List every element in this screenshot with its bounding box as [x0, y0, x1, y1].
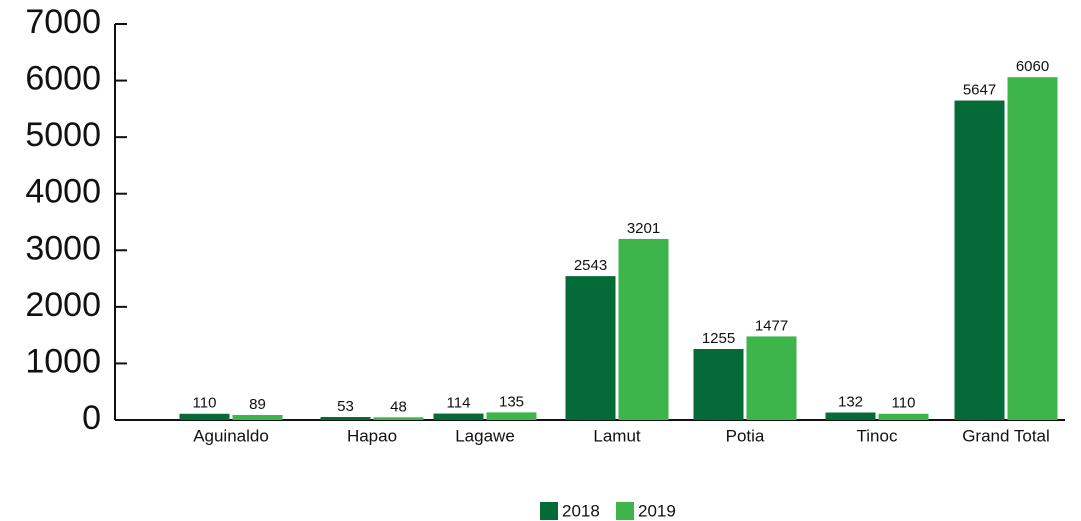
y-tick-label: 4000	[25, 173, 101, 211]
value-label: 6060	[1016, 58, 1049, 75]
bar	[433, 413, 484, 420]
bar	[618, 238, 669, 420]
value-label: 114	[447, 395, 471, 412]
y-tick-label: 0	[82, 399, 101, 437]
y-tick-label: 7000	[25, 3, 101, 41]
bar	[179, 413, 230, 420]
legend-swatch	[540, 502, 558, 520]
bar	[825, 412, 876, 420]
y-tick-label: 3000	[25, 229, 101, 267]
value-label: 48	[390, 398, 407, 415]
value-label: 110	[892, 395, 916, 412]
value-label: 1255	[702, 330, 735, 347]
value-label: 89	[249, 396, 266, 413]
y-tick-label: 1000	[25, 342, 101, 380]
x-tick-label: Grand Total	[962, 426, 1050, 445]
x-tick-label: Potia	[726, 426, 765, 445]
x-tick-label: Lagawe	[455, 426, 515, 445]
value-label: 5647	[963, 82, 996, 99]
value-label: 110	[193, 395, 217, 412]
x-tick-label: Tinoc	[857, 426, 898, 445]
value-label: 2543	[574, 257, 607, 274]
bar	[954, 100, 1005, 421]
bar	[878, 413, 929, 420]
bar	[232, 414, 283, 420]
legend-label: 2018	[562, 501, 600, 520]
x-tick-label: Hapao	[347, 426, 397, 445]
bar	[565, 276, 616, 420]
value-label: 53	[337, 398, 354, 415]
legend-swatch	[616, 502, 634, 520]
bar	[486, 412, 537, 420]
bar	[1007, 77, 1058, 421]
value-label: 1477	[755, 317, 788, 334]
value-label: 132	[838, 394, 863, 411]
y-tick-label: 5000	[25, 116, 101, 154]
x-tick-label: Aguinaldo	[193, 426, 269, 445]
legend-label: 2019	[638, 501, 676, 520]
bar	[373, 417, 424, 420]
value-label: 3201	[627, 220, 660, 237]
y-tick-label: 6000	[25, 60, 101, 98]
value-label: 135	[499, 393, 524, 410]
y-tick-label: 2000	[25, 286, 101, 324]
bar	[693, 349, 744, 420]
bar	[320, 417, 371, 420]
bar	[746, 336, 797, 420]
x-tick-label: Lamut	[593, 426, 641, 445]
